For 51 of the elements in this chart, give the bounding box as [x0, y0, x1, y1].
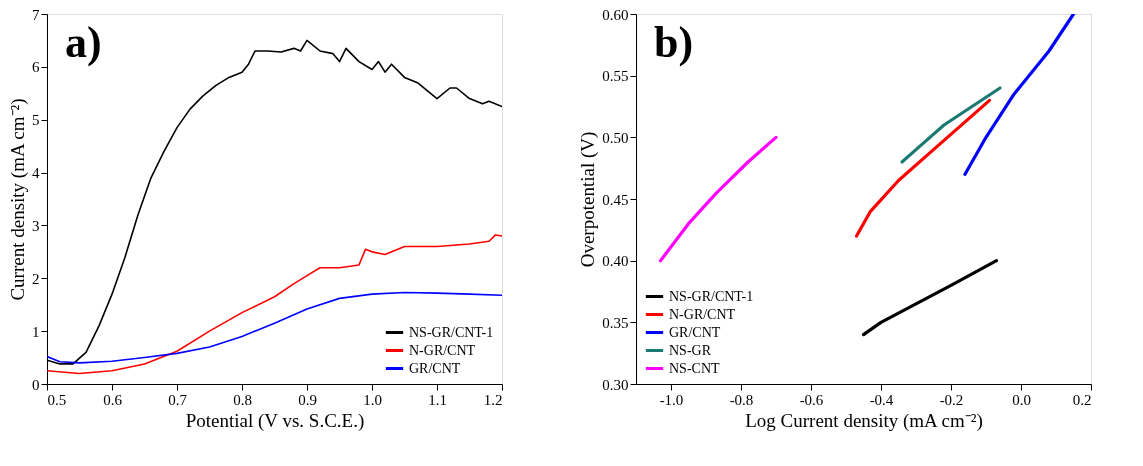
- x-tick-label: -0.6: [799, 391, 824, 408]
- y-tick-label: 3: [32, 217, 40, 234]
- x-tick-label: 0.6: [103, 391, 123, 408]
- line-series: [963, 14, 1076, 176]
- y-tick-label: 1: [32, 323, 40, 340]
- x-tick-label: 0.8: [233, 391, 252, 408]
- x-tick-label: -0.8: [729, 391, 754, 408]
- y-tick-label: 5: [32, 112, 40, 129]
- line-series: [47, 234, 502, 375]
- x-axis-title: Potential (V vs. S.C.E.): [185, 409, 365, 432]
- y-tick-label: 0.55: [602, 68, 629, 85]
- annotation: a): [65, 18, 102, 67]
- legend-label: N-GR/CNT: [669, 306, 736, 322]
- legend-label: GR/CNT: [409, 360, 461, 376]
- y-tick-label: 0.35: [602, 314, 629, 331]
- x-tick-label: -0.2: [939, 391, 964, 408]
- annotation: b): [654, 18, 694, 67]
- x-axis-title: Log Current density (mA cm⁻²): [745, 409, 983, 432]
- x-tick-label: 0.0: [1012, 391, 1031, 408]
- legend-label: NS-GR: [669, 342, 712, 358]
- line-series: [900, 86, 1002, 164]
- x-tick-label: 1.2: [483, 391, 503, 408]
- x-tick-label: -0.4: [869, 391, 894, 408]
- y-tick-label: 0.50: [602, 129, 629, 146]
- line-series: [854, 98, 992, 238]
- legend-label: NS-GR/CNT-1: [409, 324, 494, 340]
- x-tick-label: 0.2: [1072, 391, 1092, 408]
- y-tick-label: 6: [32, 59, 40, 76]
- y-tick-label: 0: [32, 376, 40, 393]
- y-tick-label: 0.45: [602, 191, 629, 208]
- y-axis-title: Current density (mA cm⁻²): [7, 98, 29, 301]
- legend-label: NS-GR/CNT-1: [669, 288, 754, 304]
- y-axis-title: Overpotential (V): [577, 131, 600, 268]
- x-tick-label: -1.0: [659, 391, 684, 408]
- y-tick-label: 0.40: [602, 253, 629, 270]
- x-tick-label: 1.0: [363, 391, 382, 408]
- legend-label: GR/CNT: [669, 324, 721, 340]
- line-series: [861, 259, 999, 337]
- x-tick-label: 0.9: [298, 391, 317, 408]
- y-tick-label: 2: [32, 270, 40, 287]
- y-tick-label: 0.60: [602, 6, 629, 23]
- y-tick-label: 0.30: [602, 376, 629, 393]
- line-series: [658, 135, 778, 263]
- legend-label: N-GR/CNT: [409, 342, 476, 358]
- line-series: [47, 291, 502, 364]
- legend-label: NS-CNT: [669, 360, 721, 376]
- x-tick-label: 0.7: [168, 391, 188, 408]
- x-tick-label: 1.1: [428, 391, 447, 408]
- y-tick-label: 4: [32, 165, 40, 182]
- x-tick-label: 0.5: [47, 391, 67, 408]
- y-tick-label: 7: [32, 6, 40, 23]
